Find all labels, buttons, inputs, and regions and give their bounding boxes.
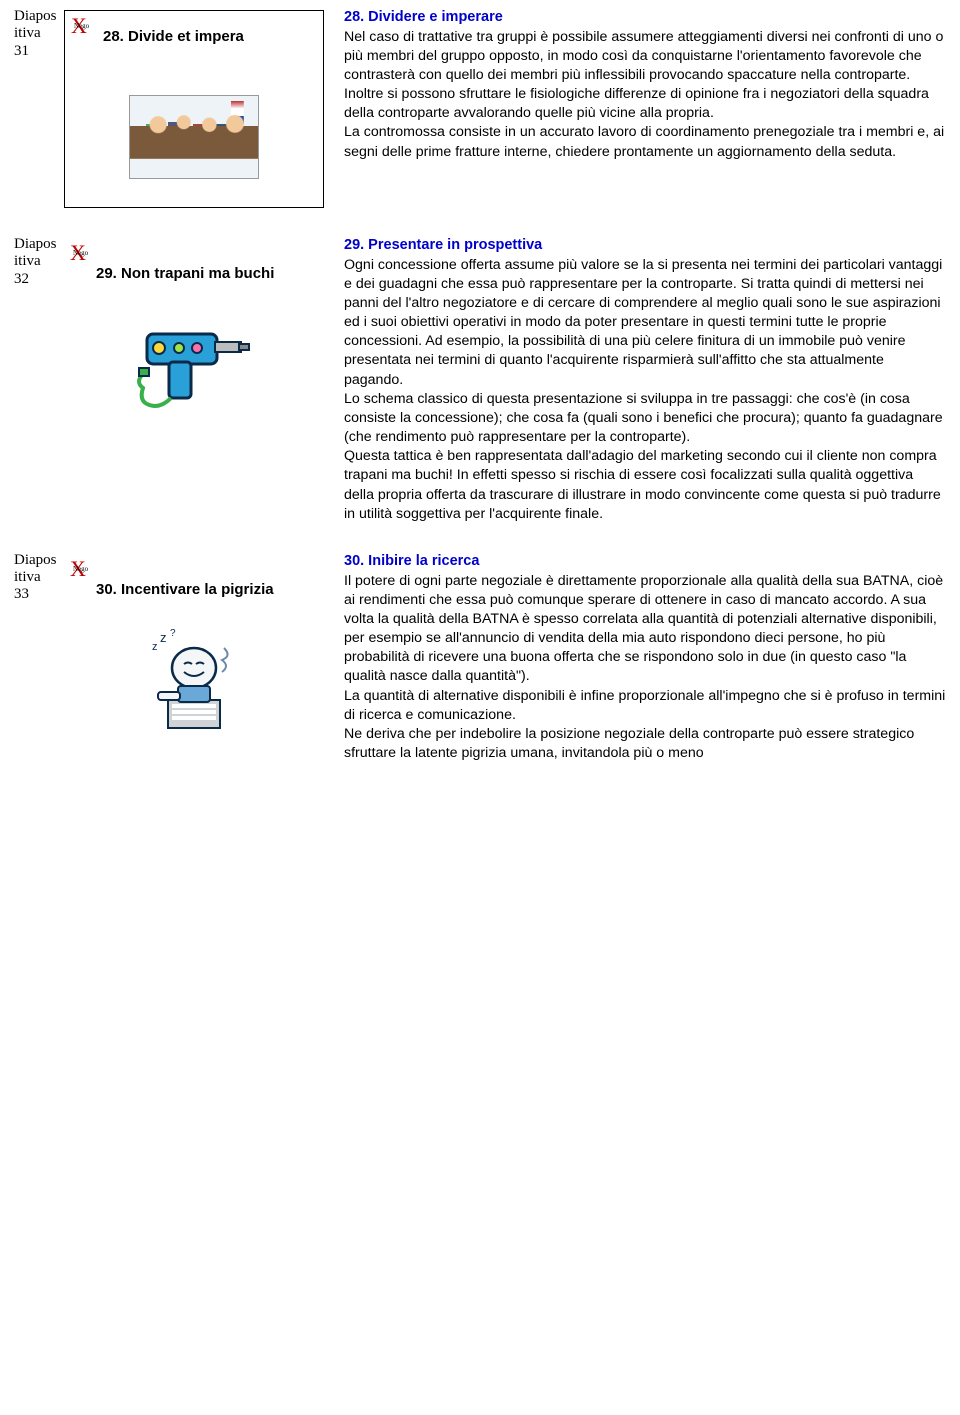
logo-x-icon: XNego (70, 242, 86, 264)
thumb-illustration (64, 312, 324, 422)
lazy-illustration-icon: z z ? (134, 628, 254, 738)
slide-text: 30. Inibire la ricerca Il potere di ogni… (344, 552, 946, 763)
logo-x-icon: XNego (71, 15, 87, 37)
thumb-title: 30. Incentivare la pigrizia (96, 580, 324, 600)
slide-label-line2: itiva (14, 253, 41, 269)
slide-thumbnail-col: XNego 28. Divide et impera (64, 8, 344, 208)
drill-illustration-icon (129, 312, 259, 422)
slide-label-num: 32 (14, 271, 29, 287)
slide-label-line1: Diapos (14, 8, 57, 24)
logo-small-text: Nego (73, 566, 88, 573)
slide-label-line2: itiva (14, 569, 41, 585)
slide-label: Diapos itiva 33 (14, 552, 64, 604)
svg-text:z: z (160, 630, 167, 645)
slide-label-num: 33 (14, 586, 29, 602)
slide-thumbnail: XNego 28. Divide et impera (64, 10, 324, 208)
slide-row: Diapos itiva 31 XNego 28. Divide et impe… (14, 8, 946, 208)
slide-thumbnail-col: XNego 29. Non trapani ma buchi (64, 236, 344, 422)
slide-thumbnail-col: XNego 30. Incentivare la pigrizia (64, 552, 344, 738)
slide-label-line2: itiva (14, 25, 41, 41)
svg-text:?: ? (170, 628, 176, 639)
slide-label: Diapos itiva 32 (14, 236, 64, 288)
logo-small-text: Nego (73, 250, 88, 257)
logo-small-text: Nego (74, 23, 89, 30)
slide-heading: 28. Dividere e imperare (344, 9, 503, 25)
slide-heading: 30. Inibire la ricerca (344, 553, 479, 569)
thumb-logo: XNego (70, 242, 330, 264)
slide-body: Il potere di ogni parte negoziale è dire… (344, 573, 945, 762)
thumb-logo: XNego (70, 558, 330, 580)
thumb-illustration (65, 73, 323, 201)
thumb-title: 29. Non trapani ma buchi (96, 264, 324, 284)
slide-text: 28. Dividere e imperare Nel caso di trat… (344, 8, 946, 162)
slide-label-line1: Diapos (14, 552, 57, 568)
slide-text: 29. Presentare in prospettiva Ogni conce… (344, 236, 946, 524)
slide-heading: 29. Presentare in prospettiva (344, 237, 542, 253)
svg-text:z: z (152, 641, 158, 653)
slide-row: Diapos itiva 32 XNego 29. Non trapani ma… (14, 236, 946, 524)
logo-x-icon: XNego (70, 558, 86, 580)
meeting-illustration-icon (129, 95, 259, 179)
slide-body: Nel caso di trattative tra gruppi è poss… (344, 29, 944, 160)
thumb-logo: XNego (71, 15, 87, 37)
slide-label: Diapos itiva 31 (14, 8, 64, 60)
slide-label-num: 31 (14, 43, 29, 59)
thumb-title: 28. Divide et impera (103, 27, 317, 47)
slide-label-line1: Diapos (14, 236, 57, 252)
slide-thumbnail: XNego 29. Non trapani ma buchi (64, 238, 324, 422)
slide-thumbnail: XNego 30. Incentivare la pigrizia (64, 554, 324, 738)
slide-body: Ogni concessione offerta assume più valo… (344, 257, 943, 522)
thumb-illustration: z z ? (64, 628, 324, 738)
slide-row: Diapos itiva 33 XNego 30. Incentivare la… (14, 552, 946, 763)
